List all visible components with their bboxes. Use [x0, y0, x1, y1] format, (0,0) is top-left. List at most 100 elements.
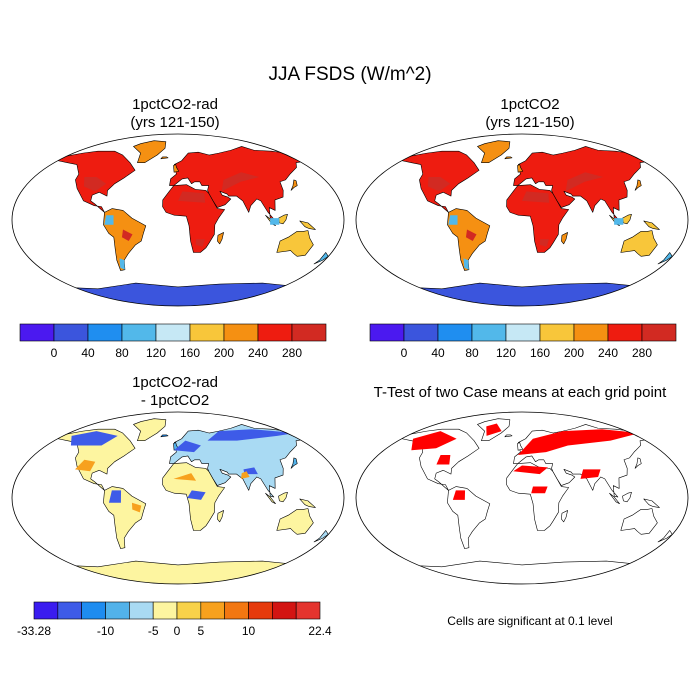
positive-anomaly-0: [75, 459, 96, 472]
continent-great-britain: [517, 442, 524, 451]
colorbar-label-2: 80: [115, 346, 129, 360]
continent-south-america: [447, 208, 491, 271]
continent-new-guinea: [643, 498, 660, 508]
hot-region-1: [522, 191, 550, 203]
colorbar-swatch-5: [152, 601, 178, 620]
colorbar-absolute-right: 0 40 80 120 160 200 240 280: [369, 323, 680, 368]
continent-africa: [506, 184, 569, 253]
colorbar-label-1: -10: [97, 624, 115, 638]
colorbar-swatch-3: [471, 323, 507, 342]
colorbar-swatch-2: [87, 323, 123, 342]
panel2-title: 1pctCO2 (yrs 121-150): [395, 96, 665, 132]
cool-region-0: [104, 215, 114, 225]
colorbar-swatch-4: [505, 323, 541, 342]
colorbar-swatch-6: [176, 601, 202, 620]
positive-anomaly-2: [131, 502, 142, 513]
panel2-title-line2: (yrs 121-150): [485, 114, 575, 131]
colorbar-swatch-2: [437, 323, 473, 342]
cool-region-2: [463, 258, 469, 270]
colorbar-swatch-5: [539, 323, 575, 342]
cool-region-2: [119, 258, 125, 270]
continent-new-guinea: [643, 220, 660, 230]
negative-anomaly-1: [207, 429, 296, 441]
panel2-title-line1: 1pctCO2: [500, 96, 560, 113]
continent-great-britain: [517, 164, 524, 173]
colorbar-absolute-left: 0 40 80 120 160 200 240 280: [19, 323, 330, 368]
colorbar-label-5: 200: [564, 346, 584, 360]
colorbar-svg-2: 0 40 80 120 160 200 240 280: [369, 323, 677, 360]
colorbar-label-5: 10: [242, 624, 256, 638]
continent-sumatra: [609, 492, 620, 505]
colorbar-swatch-6: [573, 323, 609, 342]
continent-new-guinea: [299, 220, 316, 230]
continent-madagascar: [561, 510, 568, 523]
colorbar-label-5: 200: [214, 346, 234, 360]
panel3-title-line2: - 1pctCO2: [140, 392, 210, 409]
colorbar-swatch-7: [607, 323, 643, 342]
colorbar-label-2: -5: [148, 624, 159, 638]
significant-region-1: [436, 455, 451, 465]
continent-antarctica: [55, 560, 301, 584]
continent-borneo: [622, 213, 632, 225]
positive-anomaly-1: [173, 473, 197, 481]
continent-japan: [290, 457, 298, 469]
colorbar-swatch-6: [223, 323, 259, 342]
colorbar-swatch-4: [129, 601, 154, 620]
hot-region-2: [565, 172, 604, 192]
colorbar-swatch-8: [224, 601, 249, 620]
panel3-title-line1: 1pctCO2-rad: [132, 374, 218, 391]
map-panel-1pctco2: [352, 130, 692, 310]
hot-region-1: [178, 191, 206, 203]
colorbar-label-3: 0: [174, 624, 181, 638]
continent-greenland: [133, 418, 167, 441]
continent-new-zealand: [313, 530, 329, 543]
map-svg-4: [355, 411, 689, 585]
continent-australia: [276, 508, 314, 535]
map-border: [11, 133, 345, 307]
continent-africa: [506, 462, 569, 531]
continent-new-guinea: [299, 498, 316, 508]
panel1-title-line1: 1pctCO2-rad: [132, 96, 218, 113]
continent-iceland: [160, 434, 169, 438]
continent-greenland: [133, 140, 167, 163]
continent-australia: [620, 230, 658, 257]
significant-region-0: [411, 431, 457, 451]
hot-region-4: [539, 239, 549, 247]
significance-note: Cells are significant at 0.1 level: [447, 614, 613, 628]
colorbar-swatch-5: [189, 323, 225, 342]
colorbar-label-6: 22.4: [308, 624, 332, 638]
significant-region-6: [531, 486, 548, 494]
continent-borneo: [622, 491, 632, 503]
continent-antarctica: [399, 560, 645, 584]
panel4-title-line1: T-Test of two Case means at each grid po…: [373, 384, 667, 401]
positive-anomaly-3: [240, 471, 250, 479]
panel3-title: 1pctCO2-rad - 1pctCO2: [40, 374, 310, 410]
continent-iceland: [504, 434, 513, 438]
continent-madagascar: [217, 510, 224, 523]
map-border: [355, 411, 689, 585]
colorbar-swatch-1: [57, 601, 82, 620]
hot-region-3: [121, 229, 133, 242]
continent-madagascar: [217, 232, 224, 245]
continent-japan: [634, 179, 642, 191]
colorbar-swatch-10: [272, 601, 297, 620]
continent-south-america: [103, 486, 147, 549]
colorbar-label-4: 160: [530, 346, 550, 360]
colorbar-swatch-8: [641, 323, 677, 342]
cool-region-0: [448, 215, 458, 225]
colorbar-label-6: 240: [248, 346, 268, 360]
colorbar-swatch-2: [81, 601, 106, 620]
map-panel-ttest: [352, 408, 692, 588]
significant-region-7: [486, 423, 502, 436]
colorbar-label-7: 280: [282, 346, 302, 360]
significant-region-3: [513, 465, 548, 475]
hot-region-0: [83, 177, 107, 192]
colorbar-swatch-7: [257, 323, 293, 342]
map-svg-3: [11, 411, 345, 585]
colorbar-swatch-0: [19, 323, 55, 342]
continent-new-zealand: [313, 252, 329, 265]
colorbar-swatch-9: [248, 601, 273, 620]
colorbar-label-6: 240: [598, 346, 618, 360]
colorbar-label-0: 0: [401, 346, 408, 360]
colorbar-label-1: 40: [431, 346, 445, 360]
